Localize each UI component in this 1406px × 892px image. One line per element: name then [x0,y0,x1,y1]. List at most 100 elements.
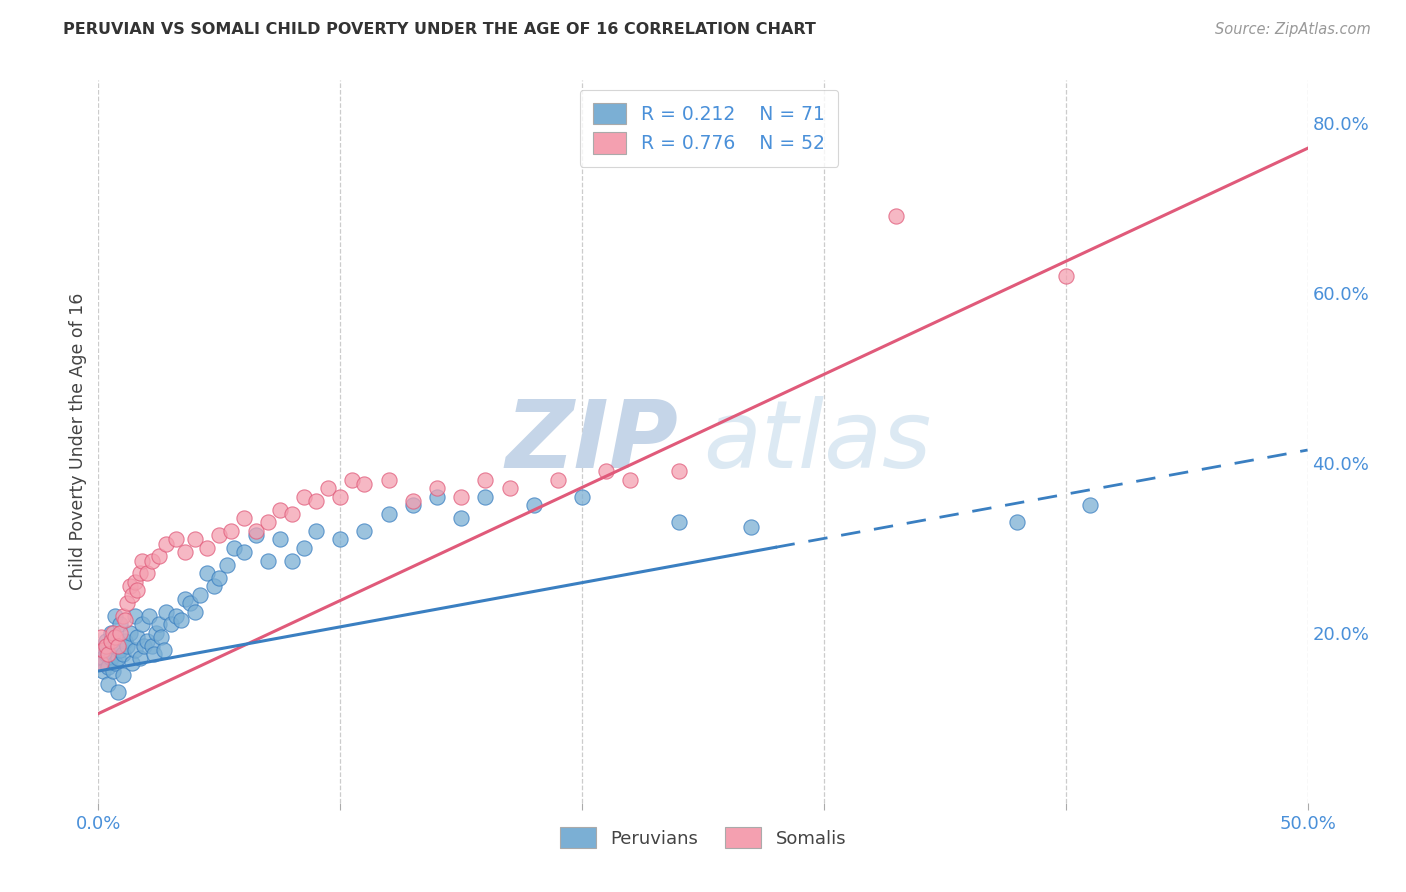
Point [208,570,231,584]
Text: Source: ZipAtlas.com: Source: ZipAtlas.com [1215,22,1371,37]
Point [135,566,157,581]
Point [474,473,496,487]
Point [117,639,139,653]
Point [571,490,593,504]
Point [232,511,254,525]
Point [128,566,150,581]
Point [402,494,425,508]
Point [245,528,267,542]
Point [108,625,131,640]
Point [131,553,153,567]
Legend: Peruvians, Somalis: Peruvians, Somalis [553,820,853,855]
Point [245,524,267,538]
Point [107,685,129,699]
Point [269,502,291,516]
Point [124,608,146,623]
Point [114,613,136,627]
Point [329,490,352,504]
Point [97,660,120,674]
Point [215,558,238,572]
Point [281,507,304,521]
Point [127,630,149,644]
Point [668,464,690,478]
Point [114,634,136,648]
Point [100,651,122,665]
Point [127,583,149,598]
Point [595,464,617,478]
Point [426,490,449,504]
Point [329,533,352,547]
Point [342,473,364,487]
Point [90,656,112,670]
Point [138,608,160,623]
Point [292,541,315,555]
Point [128,651,150,665]
Point [498,481,520,495]
Point [450,511,472,525]
Point [402,498,425,512]
Point [668,516,690,530]
Point [184,533,207,547]
Point [124,642,146,657]
Point [118,579,141,593]
Point [111,608,134,623]
Point [131,617,153,632]
Point [90,656,112,670]
Point [117,596,139,610]
Point [1078,498,1101,512]
Point [100,634,122,648]
Point [108,617,131,632]
Point [222,541,245,555]
Point [104,656,127,670]
Point [619,473,641,487]
Point [269,533,291,547]
Point [353,524,375,538]
Point [97,647,120,661]
Point [195,541,218,555]
Point [118,625,141,640]
Point [148,549,170,564]
Point [108,642,131,657]
Point [94,639,117,653]
Point [426,481,449,495]
Point [450,490,472,504]
Point [169,613,191,627]
Point [135,634,157,648]
Point [134,639,156,653]
Point [90,642,112,657]
Point [150,630,173,644]
Point [155,605,177,619]
Point [121,656,143,670]
Point [90,630,112,644]
Point [101,664,124,678]
Point [886,209,908,223]
Point [174,591,197,606]
Point [256,516,278,530]
Text: atlas: atlas [703,396,931,487]
Point [377,473,399,487]
Text: ZIP: ZIP [506,395,679,488]
Point [523,498,546,512]
Point [100,625,122,640]
Point [316,481,339,495]
Point [101,639,124,653]
Point [305,524,328,538]
Point [160,617,183,632]
Point [143,647,166,661]
Point [104,608,127,623]
Point [111,647,134,661]
Point [221,524,243,538]
Point [141,639,163,653]
Point [121,588,143,602]
Point [91,651,114,665]
Point [145,625,167,640]
Point [281,553,304,567]
Point [91,664,114,678]
Point [232,545,254,559]
Point [91,642,114,657]
Point [204,579,226,593]
Point [256,553,278,567]
Point [124,574,146,589]
Text: PERUVIAN VS SOMALI CHILD POVERTY UNDER THE AGE OF 16 CORRELATION CHART: PERUVIAN VS SOMALI CHILD POVERTY UNDER T… [63,22,815,37]
Point [101,625,124,640]
